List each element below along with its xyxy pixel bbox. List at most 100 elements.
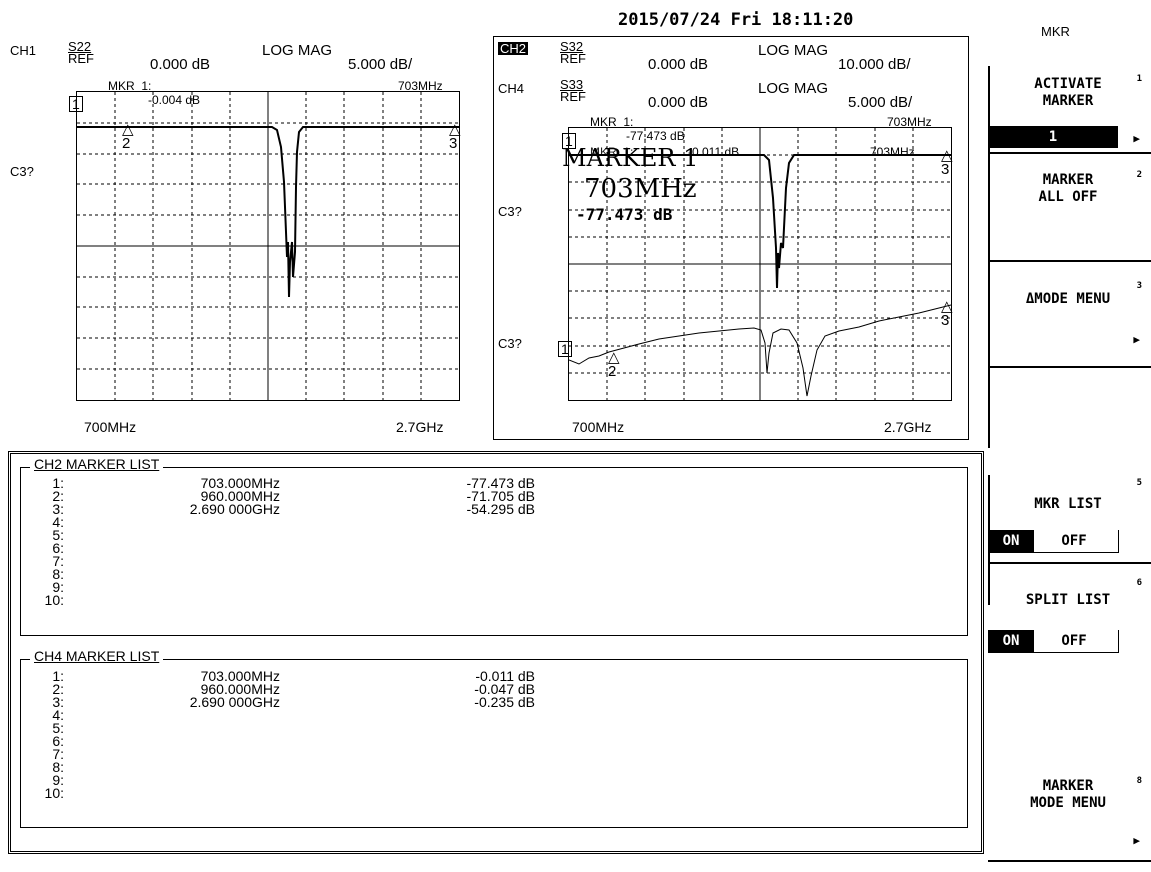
ch4-list-title: CH4 MARKER LIST bbox=[30, 649, 164, 663]
right-stop-freq: 2.7GHz bbox=[884, 419, 932, 435]
left-start-freq: 700MHz bbox=[84, 419, 137, 435]
marker-mode-menu-softkey[interactable]: 8 MARKER MODE MENU ▶ bbox=[988, 776, 1148, 858]
left-mkr-freq: 703MHz bbox=[398, 79, 443, 93]
split-list-on[interactable]: ON bbox=[988, 630, 1034, 652]
right-ref-a: 0.000 dB bbox=[648, 56, 709, 73]
right-param-b: S33 bbox=[560, 77, 584, 92]
right-side-label-2: C3? bbox=[498, 336, 522, 351]
delta-mode-menu-softkey[interactable]: 3 ΔMODE MENU ▶ bbox=[988, 281, 1148, 363]
right-format-a: LOG MAG bbox=[758, 42, 829, 59]
submenu-arrow-icon: ▶ bbox=[1133, 132, 1140, 145]
split-list-label: SPLIT LIST bbox=[1025, 592, 1111, 608]
right-ref-a-label: REF bbox=[560, 51, 586, 66]
marker-number: 4: bbox=[52, 707, 64, 723]
marker-number: 2: bbox=[52, 681, 64, 697]
left-ref-value: 0.000 dB bbox=[150, 56, 211, 73]
marker-value: -0.047 dB bbox=[474, 681, 535, 697]
submenu-arrow-icon: ▶ bbox=[1133, 333, 1140, 346]
left-param: S22 bbox=[68, 39, 92, 54]
right-marker-1-flag-bottom: 1 bbox=[558, 341, 572, 357]
right-marker-2-flag: △ 2 bbox=[608, 349, 620, 380]
right-param-a: S32 bbox=[560, 39, 584, 54]
ch4-marker-list-box bbox=[20, 659, 968, 828]
softkey-number: 6 bbox=[1136, 578, 1142, 588]
marker-frequency: 960.000MHz bbox=[200, 681, 280, 697]
right-side-label-1: C3? bbox=[498, 204, 522, 219]
mkr-list-toggle[interactable]: ON OFF bbox=[988, 530, 1119, 553]
marker-mode-menu-line1: MARKER bbox=[1042, 778, 1094, 794]
marker-mode-menu-line2: MODE MENU bbox=[1030, 795, 1106, 811]
left-stop-freq: 2.7GHz bbox=[396, 419, 444, 435]
right-channel-a-label: CH2 bbox=[498, 41, 529, 56]
right-start-freq: 700MHz bbox=[572, 419, 625, 435]
marker-value: -54.295 dB bbox=[466, 501, 536, 517]
activate-marker-value[interactable]: 1 bbox=[988, 126, 1118, 148]
softkey-number: 8 bbox=[1136, 776, 1142, 786]
softkey-number: 5 bbox=[1136, 478, 1142, 488]
right-scale-a: 10.000 dB/ bbox=[838, 56, 911, 73]
marker-frequency: 2.690 000GHz bbox=[189, 694, 280, 710]
marker-frequency: 703.000MHz bbox=[200, 668, 280, 684]
marker-number: 8: bbox=[52, 759, 64, 775]
left-mkr-value: -0.004 dB bbox=[148, 93, 201, 107]
right-marker-1-flag: 1 bbox=[562, 133, 576, 149]
left-grid-lines bbox=[77, 92, 459, 400]
marker-number: 1: bbox=[52, 475, 64, 491]
right-ref-b-label: REF bbox=[560, 89, 586, 104]
mkr-list-on[interactable]: ON bbox=[988, 530, 1034, 552]
mkr-list-softkey[interactable]: 5 MKR LIST ON OFF bbox=[988, 478, 1148, 560]
marker-all-off-softkey[interactable]: 2 MARKER ALL OFF bbox=[988, 170, 1148, 252]
softkey-number: 2 bbox=[1136, 170, 1142, 180]
right-trace-ch2 bbox=[569, 304, 951, 397]
right-scale-b: 5.000 dB/ bbox=[848, 94, 913, 111]
marker-number: 2: bbox=[52, 488, 64, 504]
marker-frequency: 703.000MHz bbox=[200, 475, 280, 491]
activate-marker-line2: MARKER bbox=[1042, 93, 1094, 109]
marker-all-off-line2: ALL OFF bbox=[1038, 189, 1098, 205]
datetime: 2015/07/24 Fri 18:11:20 bbox=[618, 10, 854, 30]
marker-number: 7: bbox=[52, 746, 64, 762]
marker-value: -0.011 dB bbox=[475, 668, 535, 684]
ch2-marker-list-box bbox=[20, 467, 968, 636]
left-format: LOG MAG bbox=[262, 42, 333, 59]
marker-number: 7: bbox=[52, 553, 64, 569]
softkey-menu-title: MKR bbox=[1041, 24, 1070, 39]
left-trace bbox=[77, 126, 459, 298]
mkr-list-label: MKR LIST bbox=[1034, 496, 1102, 512]
right-mkr-label: MKR 1: bbox=[590, 115, 634, 129]
right-plot-svg bbox=[569, 128, 951, 400]
ch2-list-title: CH2 MARKER LIST bbox=[30, 457, 164, 471]
marker-number: 6: bbox=[52, 733, 64, 749]
split-list-softkey[interactable]: 6 SPLIT LIST ON OFF bbox=[988, 578, 1148, 660]
marker-number: 9: bbox=[52, 579, 64, 595]
delta-mode-menu-label: ΔMODE MENU bbox=[1025, 291, 1111, 307]
marker-number: 5: bbox=[52, 720, 64, 736]
left-mkr-label: MKR 1: bbox=[108, 79, 152, 93]
marker-value: -77.473 dB bbox=[466, 475, 536, 491]
marker-value: -71.705 dB bbox=[466, 488, 536, 504]
split-list-off[interactable]: OFF bbox=[1061, 633, 1087, 649]
marker-number: 6: bbox=[52, 540, 64, 556]
marker-number: 10: bbox=[44, 785, 64, 801]
marker-value: -0.235 dB bbox=[474, 694, 535, 710]
submenu-arrow-icon: ▶ bbox=[1133, 834, 1140, 847]
marker-number: 3: bbox=[52, 501, 64, 517]
marker-number: 8: bbox=[52, 566, 64, 582]
left-plot-grid bbox=[76, 91, 460, 401]
big-marker-value: -77.473 dB bbox=[576, 205, 673, 224]
right-format-b: LOG MAG bbox=[758, 80, 829, 97]
marker-frequency: 960.000MHz bbox=[200, 488, 280, 504]
big-marker-label: MARKER 1 bbox=[562, 144, 699, 172]
right-plot-grid bbox=[568, 127, 952, 401]
mkr-list-off[interactable]: OFF bbox=[1061, 533, 1087, 549]
right-plot-frame bbox=[493, 36, 969, 440]
right-channel-b-label: CH4 bbox=[498, 81, 525, 96]
marker-frequency: 2.690 000GHz bbox=[189, 501, 280, 517]
softkey-number: 1 bbox=[1136, 74, 1142, 84]
split-list-toggle[interactable]: ON OFF bbox=[988, 630, 1119, 653]
marker-list-frame bbox=[8, 451, 984, 854]
activate-marker-softkey[interactable]: 1 ACTIVATE MARKER 1 ▶ bbox=[988, 74, 1148, 148]
right-marker-3-flag-top: △ 3 bbox=[941, 147, 953, 178]
right-mkr-freq: 703MHz bbox=[887, 115, 932, 129]
big-marker-freq: 703MHz bbox=[584, 174, 697, 204]
